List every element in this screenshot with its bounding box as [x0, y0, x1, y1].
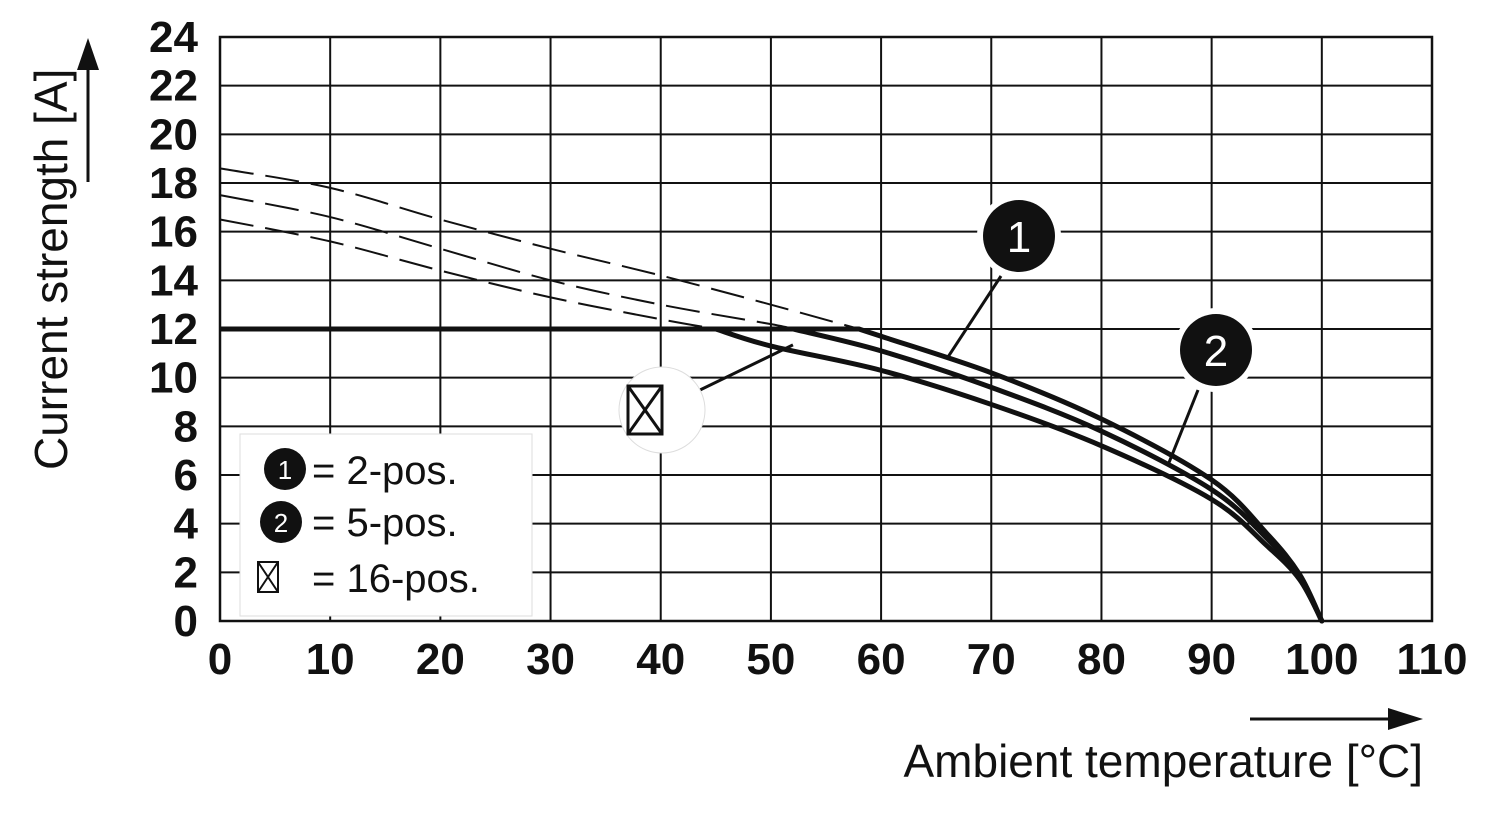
derating-dashed-line-1: [219, 167, 860, 330]
x-tick-label: 100: [1285, 635, 1358, 684]
y-tick-label: 12: [149, 305, 198, 354]
x-tick-label: 80: [1077, 635, 1126, 684]
y-tick-label: 22: [149, 62, 198, 111]
box-x-icon: [257, 561, 279, 593]
callout-badge-2: [1180, 314, 1252, 386]
y-axis-title: Current strength [A]: [25, 69, 77, 470]
x-tick-label: 60: [857, 635, 906, 684]
svg-text:= 2-pos.: = 2-pos.: [312, 449, 458, 493]
y-tick-label: 16: [149, 208, 198, 257]
y-tick-label: 6: [174, 451, 198, 500]
x-tick-label: 70: [967, 635, 1016, 684]
callout-label-1: 1: [1007, 213, 1031, 262]
derating-dashed-line-2: [219, 194, 794, 330]
x-tick-label: 110: [1397, 635, 1468, 684]
y-axis-arrow-icon: [77, 38, 99, 182]
callout-leader-2: [1166, 389, 1200, 467]
grid: [218, 35, 1434, 623]
y-tick-label: 10: [149, 354, 198, 403]
y-tick-label: 2: [174, 548, 198, 597]
derating-curve-3: [713, 326, 1325, 624]
x-tick-label: 40: [636, 635, 685, 684]
x-tick-label: 90: [1187, 635, 1236, 684]
annotations: 12: [618, 194, 1258, 467]
derating-curve-2: [790, 326, 1325, 624]
svg-text:1: 1: [278, 455, 292, 485]
y-tick-label: 8: [174, 402, 198, 451]
x-tick-labels: 0 10 20 30 40 50 60 70 80 90 100 110: [208, 635, 1468, 684]
legend-item-2: 2 = 5-pos.: [260, 501, 458, 545]
svg-text:2: 2: [274, 508, 288, 538]
svg-text:= 16-pos.: = 16-pos.: [312, 557, 480, 601]
y-tick-label: 0: [174, 597, 198, 646]
x-tick-label: 0: [208, 635, 232, 684]
derating-dashed-line-3: [219, 218, 716, 330]
callout-badge-1: [983, 200, 1055, 272]
curves: [219, 167, 1325, 624]
callout-leader-3: [699, 343, 794, 392]
x-axis-title: Ambient temperature [°C]: [904, 735, 1424, 787]
y-tick-label: 14: [149, 256, 198, 305]
y-tick-label: 24: [149, 13, 198, 62]
x-tick-label: 20: [416, 635, 465, 684]
callout-label-2: 2: [1204, 327, 1228, 376]
x-tick-label: 50: [746, 635, 795, 684]
y-tick-label: 18: [149, 159, 198, 208]
x-tick-label: 30: [526, 635, 575, 684]
svg-text:= 5-pos.: = 5-pos.: [312, 501, 458, 545]
y-tick-label: 20: [149, 110, 198, 159]
y-tick-label: 4: [174, 500, 199, 549]
legend-item-1: 1 = 2-pos.: [264, 448, 458, 493]
box-x-frame: [626, 384, 664, 436]
x-axis-arrow-icon: [1250, 708, 1423, 730]
legend: 1 = 2-pos. 2 = 5-pos. = 16-pos.: [239, 433, 533, 617]
callout-leader-1: [945, 275, 1003, 360]
legend-item-3: = 16-pos.: [257, 557, 480, 601]
x-tick-label: 10: [306, 635, 355, 684]
box-x-icon: [626, 384, 664, 436]
box-x-diag-2: [626, 385, 664, 435]
